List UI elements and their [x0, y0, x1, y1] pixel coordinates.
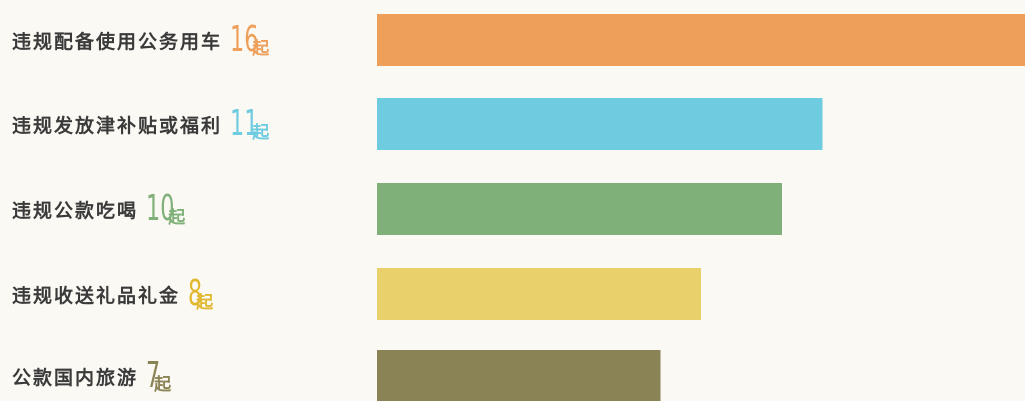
unit-label: 起: [168, 207, 186, 228]
bar: [377, 14, 1025, 66]
category-label: 违规公款吃喝: [12, 199, 139, 222]
value-label: 16: [230, 19, 259, 60]
category-row-label: 公款国内旅游 7 起: [12, 356, 171, 396]
unit-label: 起: [196, 292, 214, 313]
category-label: 违规收送礼品礼金: [12, 284, 181, 307]
unit-label: 起: [154, 374, 172, 395]
bar: [377, 350, 661, 401]
value-label: 7: [146, 355, 161, 396]
bar: [377, 268, 701, 320]
category-row-label: 违规配备使用公务用车 16 起: [12, 20, 269, 60]
unit-label: 起: [252, 38, 270, 59]
bar: [377, 183, 782, 235]
category-label: 违规发放津补贴或福利: [12, 114, 223, 137]
category-row-label: 违规发放津补贴或福利 11 起: [12, 104, 269, 144]
category-label: 公款国内旅游: [12, 366, 139, 389]
value-label: 10: [146, 188, 175, 229]
category-row-label: 违规收送礼品礼金 8 起: [12, 274, 213, 314]
unit-label: 起: [252, 122, 270, 143]
bar: [377, 98, 823, 150]
value-label: 8: [188, 273, 203, 314]
value-label: 11: [230, 103, 259, 144]
category-row-label: 违规公款吃喝 10 起: [12, 189, 185, 229]
category-label: 违规配备使用公务用车: [12, 30, 223, 53]
